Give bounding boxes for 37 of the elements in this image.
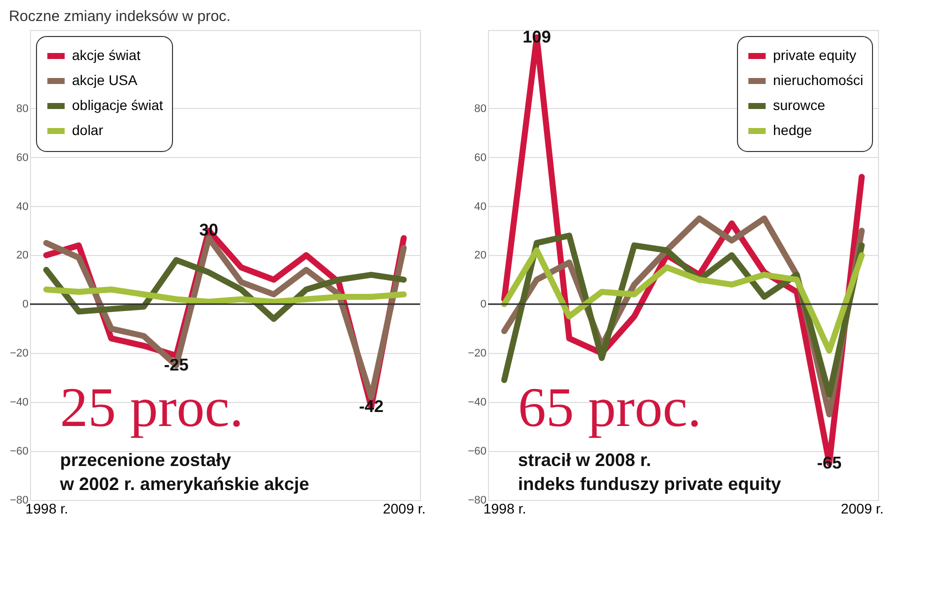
y-tick-label: 0	[22, 298, 28, 311]
x-tick-label: 2009 r.	[382, 500, 426, 516]
data-label: -42	[358, 396, 384, 416]
annotation: indeks funduszy private equity	[518, 474, 782, 494]
legend-label: nieruchomości	[773, 72, 864, 88]
y-tick-label: −40	[468, 396, 486, 409]
annotation: przecenione zostały	[60, 450, 232, 470]
data-label: -25	[164, 355, 189, 374]
legend-label: obligacje świat	[72, 97, 164, 113]
y-tick-label: 60	[474, 152, 486, 164]
y-tick-label: 80	[474, 102, 486, 115]
y-tick-label: −40	[10, 396, 28, 409]
legend-label: private equity	[773, 47, 856, 63]
y-tick-label: 40	[474, 200, 486, 213]
y-tick-label: 60	[16, 152, 28, 164]
x-tick-label: 2009 r.	[840, 500, 884, 516]
y-tick-label: −20	[10, 348, 28, 360]
y-tick-label: 80	[16, 102, 28, 115]
data-label: -65	[816, 453, 842, 472]
legend-label: hedge	[773, 122, 812, 138]
legend-label: dolar	[72, 122, 104, 138]
annotation: 65 proc.	[518, 377, 702, 439]
y-tick-label: 40	[16, 200, 28, 213]
data-label: 109	[522, 27, 551, 46]
y-tick-label: −20	[468, 348, 486, 360]
annotation: 25 proc.	[60, 377, 244, 439]
y-tick-label: 20	[474, 250, 486, 262]
chart-title: Roczne zmiany indeksów w proc.	[8, 8, 231, 25]
y-tick-label: 20	[16, 250, 28, 262]
y-tick-label: 0	[480, 298, 486, 311]
legend-label: surowce	[773, 97, 826, 113]
y-tick-label: −60	[468, 446, 486, 458]
y-tick-label: −60	[10, 446, 28, 458]
legend-label: akcje świat	[72, 47, 141, 63]
annotation: stracił w 2008 r.	[518, 450, 652, 470]
annotation: w 2002 r. amerykańskie akcje	[59, 474, 310, 494]
legend-label: akcje USA	[72, 72, 138, 88]
